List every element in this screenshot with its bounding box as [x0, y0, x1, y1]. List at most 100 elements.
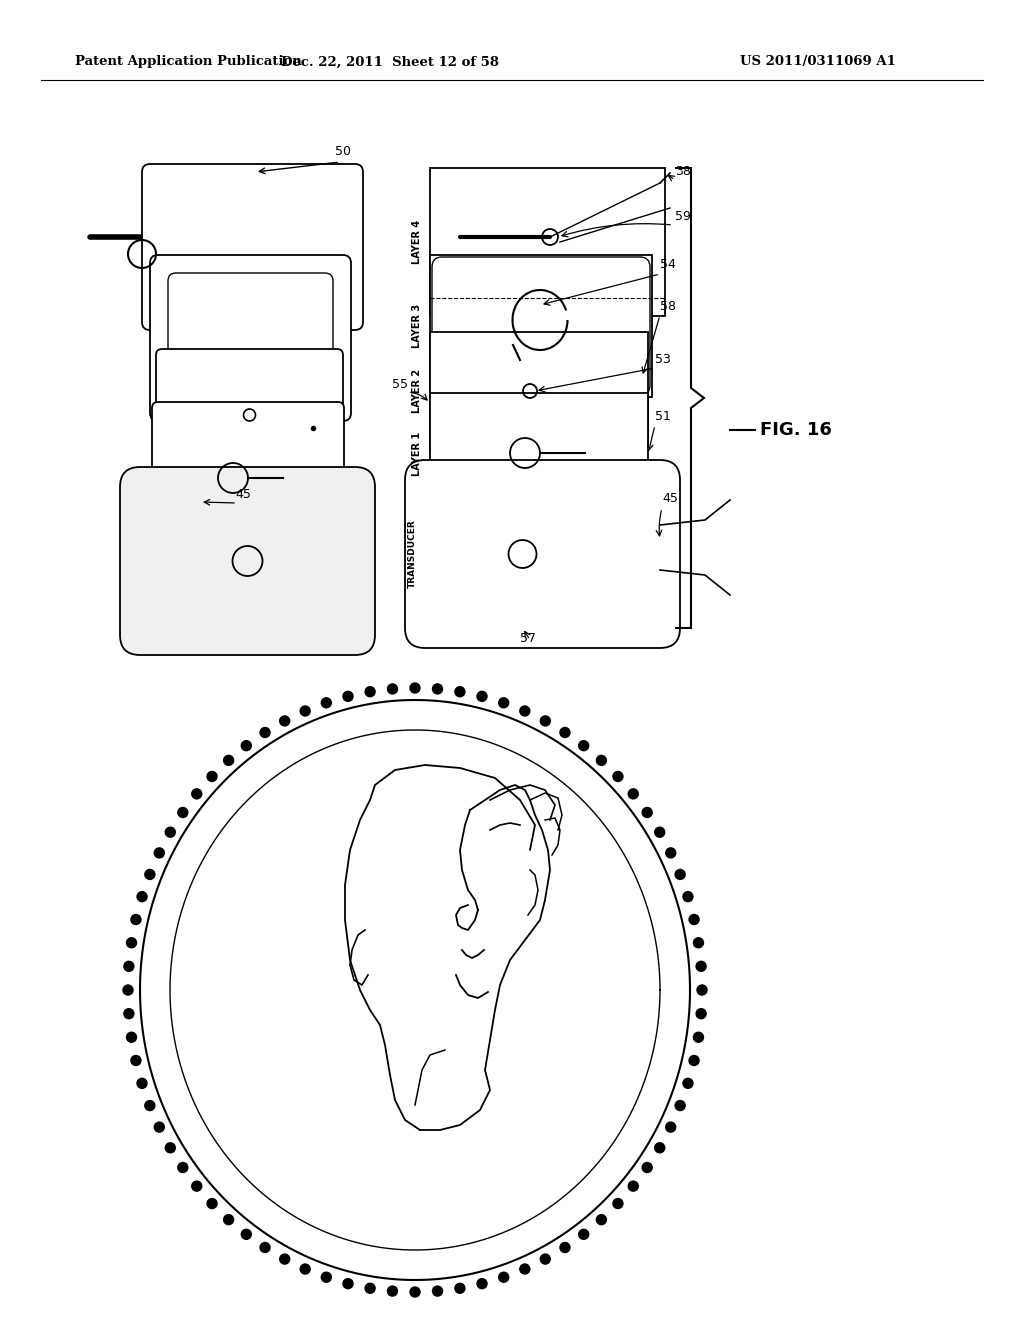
Circle shape	[343, 692, 353, 701]
Bar	[430, 168, 665, 315]
Text: 51: 51	[655, 411, 671, 422]
Circle shape	[124, 961, 134, 972]
Text: 38: 38	[675, 165, 691, 178]
Circle shape	[696, 961, 707, 972]
Circle shape	[131, 1056, 141, 1065]
Circle shape	[178, 1163, 187, 1172]
Circle shape	[242, 1229, 251, 1239]
Circle shape	[520, 1265, 529, 1274]
Circle shape	[477, 692, 487, 701]
Circle shape	[322, 1272, 332, 1282]
Circle shape	[520, 706, 529, 715]
Circle shape	[613, 771, 623, 781]
Circle shape	[642, 1163, 652, 1172]
Circle shape	[242, 741, 251, 751]
Text: Patent Application Publication: Patent Application Publication	[75, 55, 302, 69]
Circle shape	[144, 1101, 155, 1110]
Circle shape	[560, 727, 570, 738]
Bar	[430, 333, 648, 450]
Text: LAYER 1: LAYER 1	[412, 432, 422, 477]
Circle shape	[366, 1283, 375, 1294]
Circle shape	[654, 828, 665, 837]
Circle shape	[696, 1008, 707, 1019]
Text: 55: 55	[392, 378, 408, 391]
Circle shape	[280, 715, 290, 726]
Circle shape	[343, 1279, 353, 1288]
Circle shape	[666, 1122, 676, 1133]
Text: 58: 58	[660, 300, 676, 313]
Circle shape	[541, 1254, 550, 1265]
Text: TRANSDUCER: TRANSDUCER	[408, 520, 417, 589]
Circle shape	[455, 1283, 465, 1294]
Circle shape	[613, 1199, 623, 1209]
Circle shape	[499, 1272, 509, 1282]
Circle shape	[596, 755, 606, 766]
FancyBboxPatch shape	[406, 459, 680, 648]
Circle shape	[300, 1265, 310, 1274]
Text: 57: 57	[520, 632, 536, 645]
Circle shape	[207, 771, 217, 781]
Circle shape	[260, 727, 270, 738]
Circle shape	[689, 1056, 699, 1065]
Text: 54: 54	[660, 257, 676, 271]
Circle shape	[137, 1078, 147, 1088]
Circle shape	[477, 1279, 487, 1288]
FancyBboxPatch shape	[432, 257, 650, 395]
Circle shape	[629, 789, 638, 799]
Text: FIG. 16: FIG. 16	[760, 421, 831, 440]
Bar	[430, 393, 648, 515]
Circle shape	[666, 847, 676, 858]
Circle shape	[675, 870, 685, 879]
Text: 45: 45	[234, 488, 251, 502]
Circle shape	[223, 1214, 233, 1225]
Circle shape	[165, 1143, 175, 1152]
Text: US 2011/0311069 A1: US 2011/0311069 A1	[740, 55, 896, 69]
Circle shape	[223, 755, 233, 766]
Circle shape	[144, 870, 155, 879]
Text: 53: 53	[655, 352, 671, 366]
FancyBboxPatch shape	[156, 348, 343, 480]
Circle shape	[683, 1078, 693, 1088]
Circle shape	[207, 1199, 217, 1209]
Circle shape	[410, 682, 420, 693]
Circle shape	[693, 1032, 703, 1043]
Circle shape	[280, 1254, 290, 1265]
Text: 50: 50	[335, 145, 351, 158]
Text: LAYER 3: LAYER 3	[412, 304, 422, 348]
Circle shape	[499, 698, 509, 708]
Circle shape	[260, 1242, 270, 1253]
Text: 45: 45	[662, 492, 678, 506]
Text: LAYER 4: LAYER 4	[412, 220, 422, 264]
Circle shape	[387, 1286, 397, 1296]
Circle shape	[127, 1032, 136, 1043]
Circle shape	[560, 1242, 570, 1253]
Text: 59: 59	[675, 210, 691, 223]
Circle shape	[697, 985, 707, 995]
Circle shape	[131, 915, 141, 924]
Circle shape	[683, 892, 693, 902]
Circle shape	[137, 892, 147, 902]
Circle shape	[579, 1229, 589, 1239]
Circle shape	[629, 1181, 638, 1191]
Circle shape	[689, 915, 699, 924]
Circle shape	[432, 1286, 442, 1296]
Circle shape	[693, 937, 703, 948]
Circle shape	[155, 1122, 164, 1133]
Circle shape	[654, 1143, 665, 1152]
FancyBboxPatch shape	[120, 467, 375, 655]
Circle shape	[300, 706, 310, 715]
Circle shape	[178, 808, 187, 817]
FancyBboxPatch shape	[152, 403, 344, 549]
FancyBboxPatch shape	[168, 273, 333, 403]
Circle shape	[127, 937, 136, 948]
Circle shape	[387, 684, 397, 694]
Circle shape	[366, 686, 375, 697]
Circle shape	[541, 715, 550, 726]
Circle shape	[165, 828, 175, 837]
Circle shape	[322, 698, 332, 708]
FancyBboxPatch shape	[142, 164, 362, 330]
Circle shape	[432, 684, 442, 694]
Circle shape	[124, 1008, 134, 1019]
Circle shape	[675, 1101, 685, 1110]
Circle shape	[455, 686, 465, 697]
